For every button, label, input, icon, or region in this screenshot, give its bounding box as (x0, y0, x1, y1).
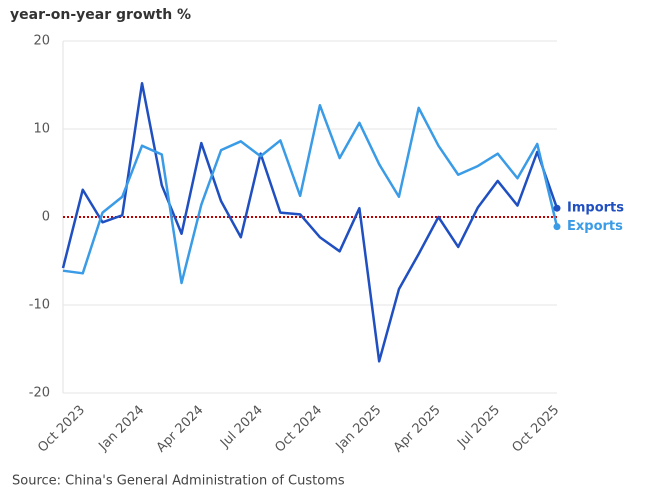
x-tick-label: Oct 2024 (272, 403, 325, 456)
series-label: Exports (567, 219, 623, 234)
x-tick-label: Jul 2025 (454, 403, 503, 452)
line (61, 81, 559, 363)
line (62, 103, 559, 285)
chart-title: year-on-year growth % (10, 7, 191, 23)
series-label: Imports (567, 201, 624, 216)
x-tick-label: Jan 2024 (96, 403, 148, 455)
y-tick-label: 20 (33, 34, 50, 49)
y-tick-label: -20 (29, 386, 50, 401)
x-tick-label: Apr 2025 (391, 403, 444, 456)
y-tick-label: 10 (33, 122, 50, 137)
x-tick-label: Jan 2025 (333, 403, 385, 455)
source: Source: China's General Administration o… (12, 474, 345, 489)
y-tick-label: 0 (42, 210, 50, 225)
end-dot (553, 223, 561, 231)
x-tick-label: Oct 2023 (35, 403, 88, 456)
y-tick-label: -10 (29, 298, 50, 313)
end-dot (553, 204, 561, 212)
x-tick-label: Oct 2025 (509, 403, 562, 456)
x-tick-label: Jul 2024 (217, 403, 266, 452)
x-tick-label: Apr 2024 (154, 403, 207, 456)
